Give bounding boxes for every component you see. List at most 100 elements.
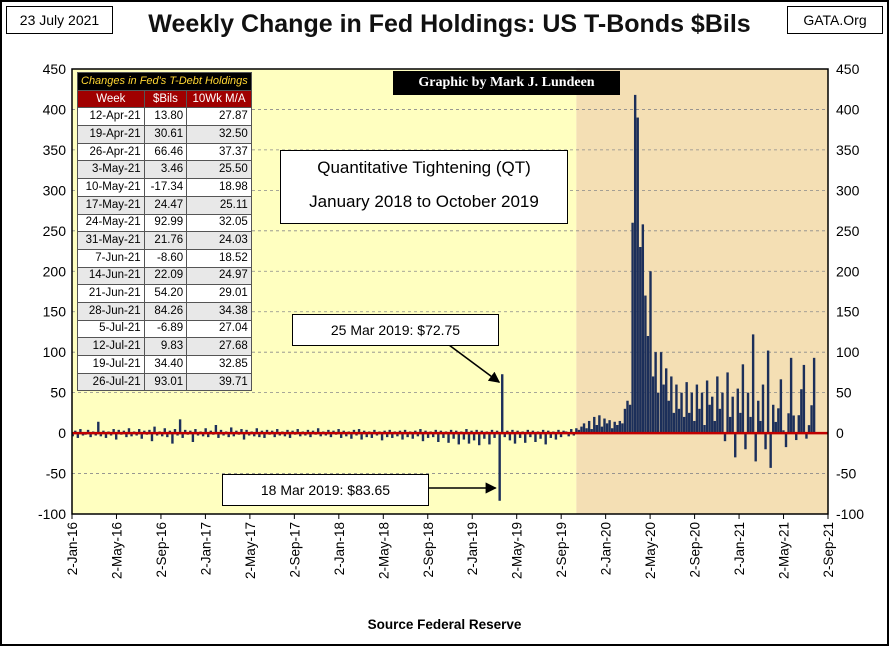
bar (89, 433, 92, 438)
bar (357, 429, 361, 434)
bar (316, 428, 320, 434)
bar (166, 433, 169, 438)
y-tick-label: 300 (836, 182, 860, 198)
bar (127, 428, 131, 434)
table-cell: 84.26 (143, 301, 188, 321)
bar (230, 427, 233, 434)
table-header-cell: Week (77, 89, 145, 109)
bar (575, 428, 578, 434)
bar (659, 352, 663, 434)
bar (117, 429, 120, 434)
table-cell: 31-May-21 (77, 231, 145, 250)
table-cell: 12-Apr-21 (77, 107, 145, 127)
table-row: 12-Apr-21 13.80 27.87 (77, 107, 252, 127)
bar (130, 433, 133, 437)
y-tick-label: 100 (836, 344, 860, 360)
y-tick-label: 350 (43, 142, 67, 158)
table-cell: 13.80 (143, 107, 188, 127)
bar (723, 433, 727, 442)
bar (613, 421, 616, 434)
plot-background-shaded (576, 69, 828, 514)
bar (337, 429, 340, 434)
table-cell: 3-May-21 (77, 160, 145, 180)
table-cell: 18.52 (186, 248, 252, 268)
bar (757, 400, 760, 434)
bar (800, 389, 803, 434)
table-cell: 27.04 (186, 319, 252, 339)
bar (529, 433, 532, 438)
bar (644, 295, 647, 434)
bar (716, 376, 719, 434)
bar (626, 400, 629, 434)
bar (201, 433, 205, 437)
bar (465, 429, 468, 434)
table-cell: 37.37 (186, 142, 252, 162)
bar (467, 433, 471, 444)
bar (419, 429, 422, 434)
y-tick-label: 400 (43, 101, 67, 117)
bar (488, 433, 491, 445)
table-cell: 10-May-21 (77, 178, 145, 197)
x-tick-label: 2-May-21 (777, 522, 792, 579)
y-tick-label: 450 (43, 61, 67, 77)
bar (672, 412, 676, 434)
table-cell: 66.46 (143, 142, 188, 162)
bar (475, 429, 478, 434)
bar (651, 376, 655, 434)
bar (656, 392, 660, 434)
bar (299, 433, 302, 437)
table-cell: 21.76 (143, 231, 188, 250)
bar (306, 429, 310, 434)
bar (380, 433, 384, 441)
table-cell: 19-Apr-21 (77, 125, 145, 144)
table-row: 21-Jun-21 54.20 29.01 (77, 284, 252, 303)
table-row: 28-Jun-21 84.26 34.38 (77, 301, 252, 321)
bar (700, 392, 704, 434)
bar (787, 413, 790, 434)
bar (150, 433, 154, 442)
bar (779, 379, 783, 434)
bar (513, 433, 517, 444)
y-tick-label: 50 (836, 385, 852, 401)
bar (665, 368, 668, 434)
bar (784, 433, 788, 448)
bar (97, 421, 100, 434)
bar (567, 433, 570, 437)
bar (593, 416, 596, 434)
y-axis-left: 450 400 350 300 250 200 150 100 50 0 -50 -100 (38, 61, 66, 522)
y-tick-label: 100 (43, 344, 67, 360)
bar (605, 423, 609, 434)
bar (582, 423, 586, 434)
table-row: 17-May-21 24.47 25.11 (77, 195, 252, 215)
bar (219, 429, 223, 434)
bar (587, 420, 591, 434)
table-cell: 34.38 (186, 301, 252, 321)
bar (161, 433, 164, 437)
table-cell: 14-Jun-21 (77, 266, 145, 286)
bar (695, 384, 699, 434)
bar (544, 433, 547, 445)
y-tick-label: 150 (836, 304, 860, 320)
bar (490, 429, 494, 434)
bar (534, 433, 537, 442)
bar (273, 433, 276, 438)
x-tick-label: 2-Jan-20 (599, 522, 614, 575)
bar (749, 416, 752, 434)
bar (503, 433, 506, 438)
table-cell: 39.71 (186, 372, 252, 392)
table-cell: -17.34 (143, 178, 188, 197)
bar (805, 433, 808, 439)
bar (173, 429, 177, 434)
table-row: 19-Jul-21 34.40 32.85 (77, 355, 252, 374)
bar (728, 416, 732, 434)
bar (112, 429, 115, 434)
bar (580, 426, 583, 434)
x-tick-label: 2-May-17 (243, 522, 258, 579)
table-cell: 26-Jul-21 (77, 372, 145, 392)
bar (782, 430, 785, 434)
x-tick-label: 2-Sep-18 (421, 522, 436, 578)
bar (618, 420, 622, 434)
bar (754, 433, 757, 462)
table-cell: 34.40 (143, 355, 188, 374)
chart-title: Weekly Change in Fed Holdings: US T-Bond… (148, 10, 751, 38)
